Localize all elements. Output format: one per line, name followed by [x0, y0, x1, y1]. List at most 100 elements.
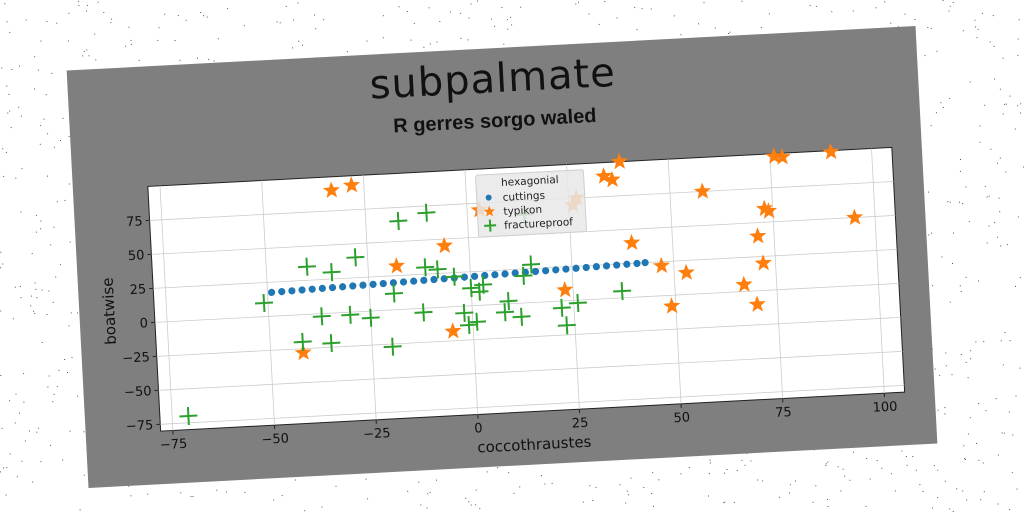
noise-speck	[48, 290, 50, 292]
noise-speck	[9, 400, 11, 402]
noise-speck	[477, 0, 479, 2]
figure-card: subpalmate R gerres sorgo waled −75 −50 −2…	[66, 26, 938, 488]
noise-speck	[986, 196, 988, 198]
noise-speck	[40, 220, 42, 222]
noise-speck	[0, 267, 2, 269]
noise-speck	[997, 503, 999, 505]
noise-speck	[410, 39, 412, 41]
noise-speck	[16, 476, 18, 478]
noise-speck	[733, 502, 735, 503]
noise-speck	[949, 5, 951, 7]
noise-speck	[942, 106, 944, 108]
noise-speck	[625, 502, 627, 504]
noise-speck	[636, 29, 638, 31]
noise-speck	[680, 34, 682, 36]
fractureproof-point	[322, 263, 341, 282]
noise-speck	[914, 19, 916, 20]
noise-speck	[592, 500, 594, 501]
noise-speck	[969, 417, 971, 419]
noise-speck	[15, 393, 17, 395]
noise-speck	[995, 398, 997, 400]
noise-speck	[634, 7, 636, 9]
x-tick-label: 25	[571, 416, 588, 432]
noise-speck	[978, 402, 980, 404]
typikon-point	[435, 236, 453, 254]
fractureproof-point	[179, 406, 198, 426]
noise-speck	[460, 12, 462, 14]
noise-speck	[937, 469, 939, 471]
noise-speck	[111, 18, 113, 20]
typikon-point	[749, 227, 767, 244]
noise-speck	[15, 177, 17, 179]
fractureproof-point	[293, 332, 312, 351]
noise-speck	[968, 221, 970, 223]
noise-speck	[420, 504, 422, 506]
cuttings-point	[359, 281, 367, 289]
noise-speck	[1000, 340, 1002, 342]
noise-speck	[67, 40, 69, 42]
noise-speck	[965, 276, 967, 278]
noise-speck	[959, 201, 960, 203]
cuttings-point	[552, 266, 560, 274]
y-grid-line	[160, 384, 905, 425]
noise-speck	[47, 133, 49, 135]
noise-speck	[32, 481, 34, 483]
noise-speck	[428, 7, 430, 9]
fractureproof-point	[521, 255, 541, 274]
noise-speck	[724, 472, 726, 474]
noise-speck	[346, 51, 348, 53]
noise-speck	[47, 386, 49, 388]
typikon-point	[387, 257, 405, 274]
noise-speck	[6, 21, 8, 23]
noise-speck	[20, 297, 22, 299]
noise-speck	[21, 460, 23, 462]
noise-speck	[1002, 113, 1004, 115]
typikon-point	[322, 181, 340, 198]
noise-speck	[956, 488, 958, 490]
noise-speck	[406, 11, 408, 12]
cuttings-point	[410, 277, 418, 285]
noise-speck	[321, 506, 323, 508]
noise-speck	[714, 27, 716, 29]
typikon-point	[603, 170, 621, 188]
noise-speck	[1017, 38, 1019, 40]
noise-speck	[1, 67, 3, 69]
noise-speck	[1019, 367, 1021, 369]
noise-speck	[933, 465, 935, 467]
noise-speck	[760, 26, 762, 28]
noise-speck	[1017, 216, 1019, 218]
noise-speck	[273, 499, 275, 501]
fractureproof-point	[474, 275, 493, 294]
noise-speck	[21, 168, 23, 170]
noise-speck	[23, 373, 25, 375]
noise-speck	[935, 112, 937, 114]
noise-speck	[626, 490, 628, 492]
noise-speck	[213, 60, 215, 62]
noise-speck	[1004, 103, 1006, 105]
cuttings-point	[420, 276, 428, 284]
noise-speck	[827, 506, 829, 507]
noise-speck	[544, 483, 546, 485]
y-tick-label: 50	[128, 248, 145, 264]
fractureproof-point	[512, 307, 531, 326]
noise-speck	[174, 40, 176, 41]
noise-speck	[83, 431, 85, 433]
noise-speck	[5, 494, 7, 496]
noise-speck	[6, 467, 8, 469]
noise-speck	[23, 401, 25, 403]
noise-speck	[965, 362, 967, 363]
noise-speck	[945, 365, 947, 367]
noise-speck	[947, 201, 949, 203]
noise-speck	[45, 94, 47, 96]
noise-speck	[949, 201, 951, 203]
noise-speck	[993, 45, 995, 47]
noise-speck	[18, 106, 20, 108]
cuttings-point	[339, 283, 347, 291]
fractureproof-point	[428, 260, 447, 279]
noise-speck	[5, 151, 7, 153]
noise-speck	[680, 473, 682, 475]
noise-speck	[31, 253, 33, 255]
noise-speck	[41, 289, 43, 291]
noise-speck	[884, 1, 886, 3]
noise-speck	[24, 440, 26, 442]
